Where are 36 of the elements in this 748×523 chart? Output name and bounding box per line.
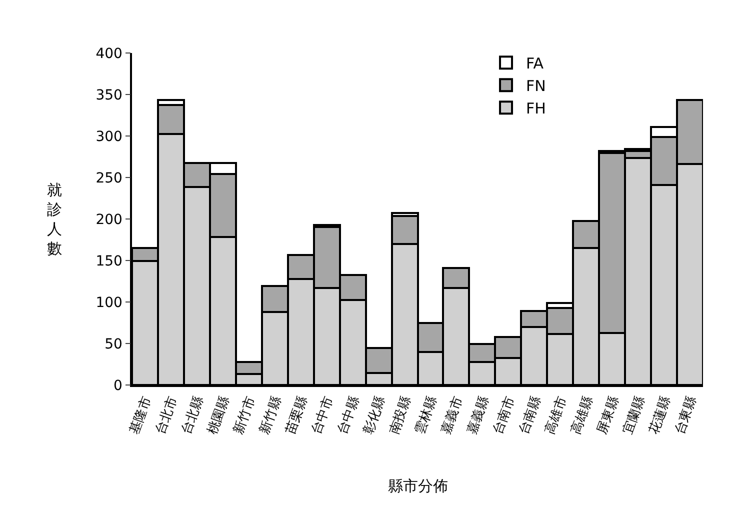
x-tick-label: 花蓮縣 — [646, 394, 674, 436]
x-tick-label: 高雄縣 — [568, 394, 596, 436]
y-tick-label: 0 — [114, 378, 122, 394]
x-tick-label: 嘉義縣 — [464, 394, 492, 436]
y-axis-title: 就診人數 — [47, 181, 62, 258]
x-tick-label: 苗栗縣 — [283, 394, 311, 436]
x-tick-label: 宜蘭縣 — [620, 394, 648, 436]
x-tick-label: 高雄市 — [542, 394, 570, 436]
x-tick-label: 台南縣 — [516, 394, 544, 436]
legend-label: FA — [526, 54, 544, 72]
x-tick-label: 台中市 — [309, 394, 337, 436]
legend-label: FN — [526, 76, 546, 95]
y-tick-label: 200 — [96, 212, 122, 228]
y-tick-label: 50 — [104, 336, 122, 352]
x-tick-label: 南投縣 — [386, 394, 414, 436]
x-tick-label: 台東縣 — [672, 394, 700, 436]
y-tick-label: 300 — [96, 128, 122, 145]
y-tick-label: 350 — [96, 87, 122, 104]
x-tick-label: 新竹縣 — [257, 394, 285, 436]
x-axis-title: 縣市分佈 — [388, 477, 448, 495]
x-tick-label: 基隆市 — [127, 394, 155, 436]
y-tick-label: 400 — [96, 46, 122, 62]
x-tick-label: 台南市 — [490, 394, 518, 436]
x-tick-label: 新竹市 — [231, 394, 259, 436]
x-tick-label: 嘉義市 — [438, 394, 466, 436]
x-tick-label: 台北市 — [153, 394, 181, 436]
legend-label: FH — [526, 99, 546, 118]
x-tick-label: 雲林縣 — [412, 394, 440, 436]
y-tick-label: 250 — [96, 170, 122, 186]
x-tick-label: 屏東縣 — [594, 394, 622, 436]
y-tick-label: 100 — [96, 294, 122, 311]
x-tick-label: 台中縣 — [335, 394, 362, 436]
y-tick-label: 150 — [96, 253, 122, 270]
x-tick-label: 彰化縣 — [361, 394, 388, 436]
x-tick-label: 台北縣 — [179, 394, 207, 436]
x-tick-label: 桃園縣 — [205, 394, 233, 436]
